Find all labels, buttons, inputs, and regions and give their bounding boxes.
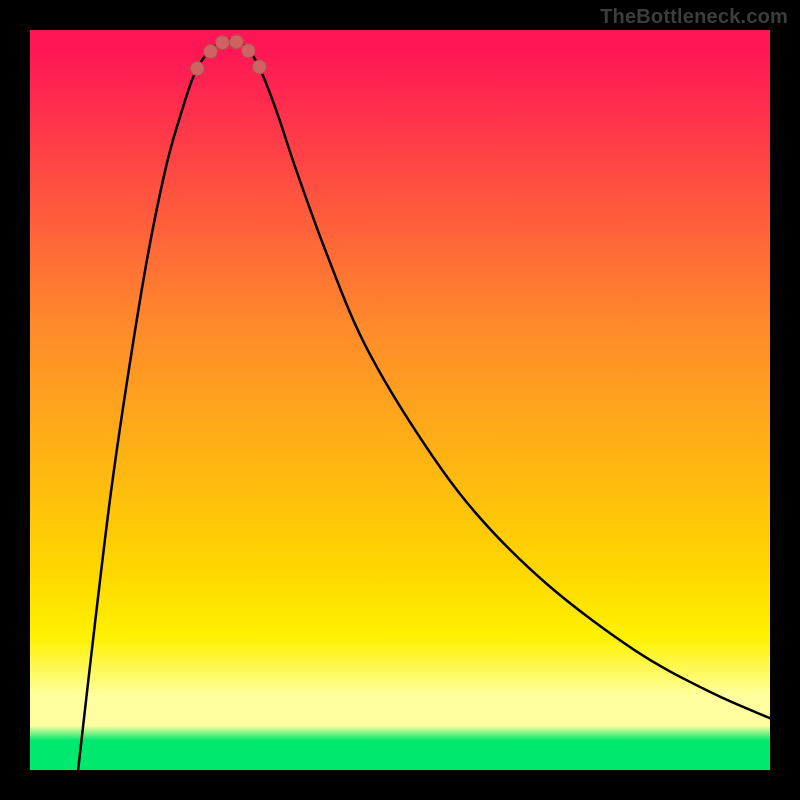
bottleneck-markers — [190, 35, 266, 76]
chart-frame — [30, 30, 770, 770]
marker-point — [241, 44, 255, 58]
marker-point — [252, 60, 266, 74]
marker-point — [215, 36, 229, 50]
bottleneck-curve — [78, 40, 770, 770]
marker-point — [229, 35, 243, 49]
marker-point — [204, 44, 218, 58]
watermark-text: TheBottleneck.com — [600, 6, 788, 29]
marker-point — [190, 61, 204, 75]
curve-layer — [30, 30, 770, 770]
